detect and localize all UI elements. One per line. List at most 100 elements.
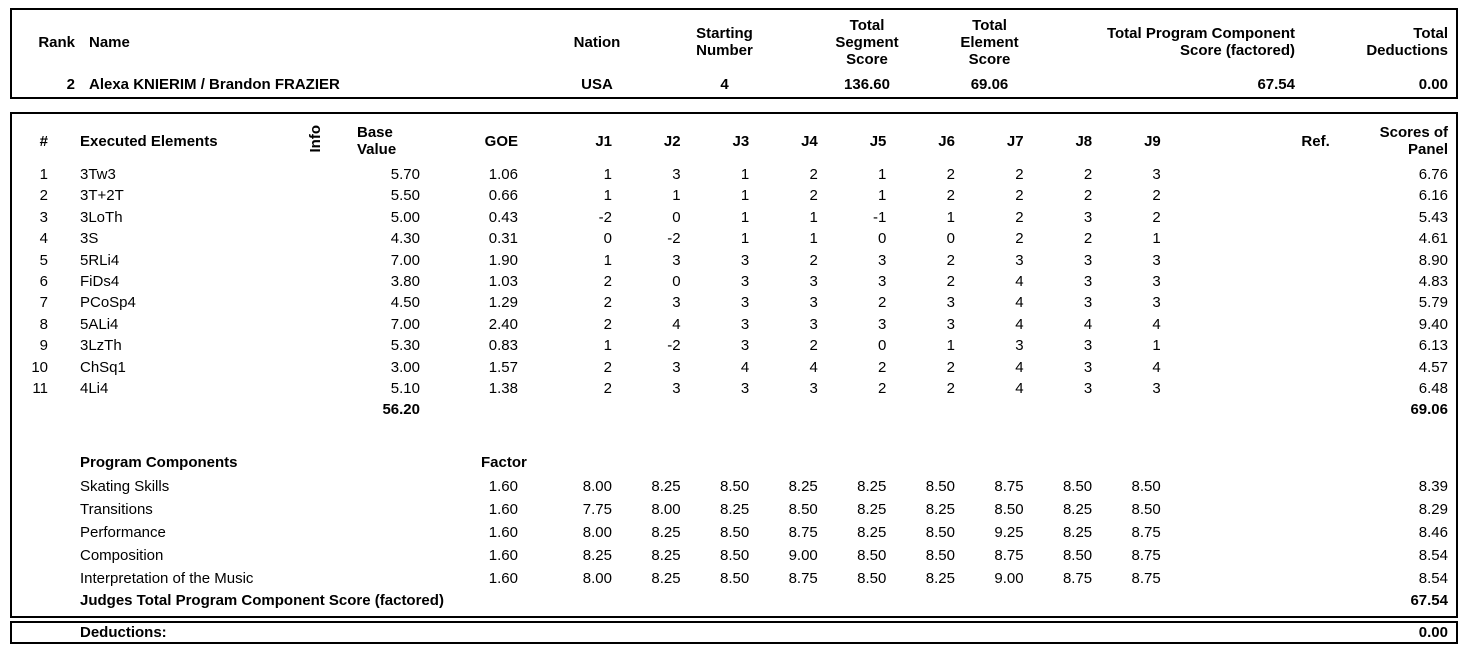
col-judge-2: J2	[663, 132, 681, 150]
element-number: 2	[39, 187, 48, 205]
element-name: 3T+2T	[80, 187, 124, 205]
component-factor: 1.60	[488, 501, 518, 519]
judge-score: 1	[809, 208, 818, 226]
element-name: 4Li4	[80, 379, 109, 397]
judge-score: -1	[873, 208, 887, 226]
element-panel-score: 4.61	[1418, 230, 1448, 248]
element-goe: 1.57	[488, 358, 518, 376]
judge-score: 3	[1083, 272, 1093, 290]
component-name: Interpretation of the Music	[80, 570, 254, 588]
judge-score: 1	[946, 337, 955, 355]
component-judge-score: 8.75	[994, 547, 1024, 565]
element-panel-score: 4.57	[1418, 358, 1448, 376]
element-goe: 1.29	[488, 294, 518, 312]
component-judge-score: 8.50	[857, 547, 887, 565]
component-ref	[1161, 498, 1330, 521]
element-ref	[1161, 378, 1330, 399]
judge-score: 0	[672, 208, 681, 226]
judge-score: 3	[1083, 379, 1093, 397]
element-panel-score: 5.79	[1418, 294, 1448, 312]
component-ref	[1161, 475, 1330, 498]
judge-score: 2	[946, 379, 955, 397]
judge-score: 4	[672, 315, 681, 333]
judge-score: 4	[740, 358, 750, 376]
total-element-score-header: Total Element Score	[960, 16, 1019, 68]
element-goe: 1.38	[488, 379, 518, 397]
judge-score: 4	[1083, 315, 1093, 333]
component-judge-score: 8.75	[1131, 547, 1161, 565]
component-panel-score: 8.54	[1418, 547, 1448, 565]
judge-score: -2	[667, 337, 681, 355]
col-executed-elements: Executed Elements	[80, 132, 218, 150]
element-ref	[1161, 335, 1330, 356]
judge-score: 2	[603, 315, 612, 333]
element-base-value: 4.30	[390, 230, 420, 248]
element-row: 11 4Li4 5.10 1.38 2 3 3 3 2 2 4 3 3 6.48	[12, 378, 1456, 399]
col-judge-1: J1	[595, 132, 612, 150]
starting-number-header: Starting Number	[696, 25, 753, 59]
component-judge-score: 9.00	[994, 570, 1024, 588]
judge-score: 3	[1083, 294, 1093, 312]
judge-score: 3	[1015, 251, 1024, 269]
judges-total-value: 67.54	[1410, 592, 1448, 610]
col-goe: GOE	[484, 132, 518, 150]
element-goe: 0.83	[488, 337, 518, 355]
element-info	[300, 335, 330, 356]
component-panel-score: 8.46	[1418, 524, 1448, 542]
component-name: Performance	[80, 524, 166, 542]
judge-score: 4	[1015, 272, 1024, 290]
component-judge-score: 8.75	[788, 570, 818, 588]
judge-score: 4	[1152, 358, 1161, 376]
element-number: 4	[39, 230, 48, 248]
judge-score: 0	[603, 230, 612, 248]
judge-score: 3	[740, 337, 750, 355]
element-base-value: 5.70	[390, 166, 420, 183]
judge-score: 2	[878, 358, 887, 376]
element-panel-score: 6.48	[1418, 379, 1448, 397]
judge-score: 2	[1015, 187, 1024, 205]
component-judge-score: 8.25	[651, 570, 681, 588]
element-row: 6 FiDs4 3.80 1.03 2 0 3 3 3 2 4 3 3 4.83	[12, 271, 1456, 292]
judge-score: 3	[878, 272, 887, 290]
element-row: 3 3LoTh 5.00 0.43 -2 0 1 1 -1 1 2 3 2 5.…	[12, 207, 1456, 228]
judge-score: 3	[740, 272, 750, 290]
judges-total-row: Judges Total Program Component Score (fa…	[12, 590, 1456, 612]
element-panel-score: 5.43	[1418, 208, 1448, 226]
element-name: 3S	[80, 230, 99, 248]
judge-score: 2	[946, 166, 955, 183]
element-base-value: 5.00	[390, 208, 420, 226]
judge-score: 3	[878, 251, 887, 269]
judge-score: 1	[1152, 230, 1161, 248]
component-row: Transitions 1.60 7.75 8.00 8.25 8.50 8.2…	[12, 498, 1456, 521]
judge-score: 3	[809, 315, 818, 333]
element-goe: 2.40	[488, 315, 518, 333]
element-panel-score: 8.90	[1418, 251, 1448, 269]
judge-score: 2	[1015, 208, 1024, 226]
element-row: 7 PCoSp4 4.50 1.29 2 3 3 3 2 3 4 3 3 5.7…	[12, 292, 1456, 313]
element-info	[300, 228, 330, 249]
component-row: Skating Skills 1.60 8.00 8.25 8.50 8.25 …	[12, 475, 1456, 498]
component-judge-score: 8.75	[1131, 570, 1161, 588]
judge-score: 2	[1015, 230, 1024, 248]
component-judge-score: 9.00	[788, 547, 818, 565]
component-judge-score: 8.50	[925, 524, 955, 542]
element-panel-score: 6.16	[1418, 187, 1448, 205]
component-ref	[1161, 567, 1330, 590]
component-panel-score: 8.54	[1418, 570, 1448, 588]
component-judge-score: 8.25	[1062, 501, 1093, 519]
judge-score: 2	[809, 337, 818, 355]
element-goe: 1.06	[488, 166, 518, 183]
component-judge-score: 8.25	[857, 478, 887, 496]
judge-score: 4	[1152, 315, 1161, 333]
element-ref	[1161, 314, 1330, 335]
result-summary-box: Rank Name Nation Starting Number Total S…	[10, 8, 1458, 99]
total-segment-score-value: 136.60	[844, 75, 890, 93]
judge-score: 1	[603, 251, 612, 269]
component-factor: 1.60	[488, 570, 518, 588]
judge-score: 2	[1083, 230, 1093, 248]
judge-score: -2	[667, 230, 681, 248]
judge-score: 2	[1083, 187, 1093, 205]
element-number: 1	[39, 166, 48, 183]
judge-score: 3	[740, 294, 750, 312]
element-ref	[1161, 185, 1330, 206]
